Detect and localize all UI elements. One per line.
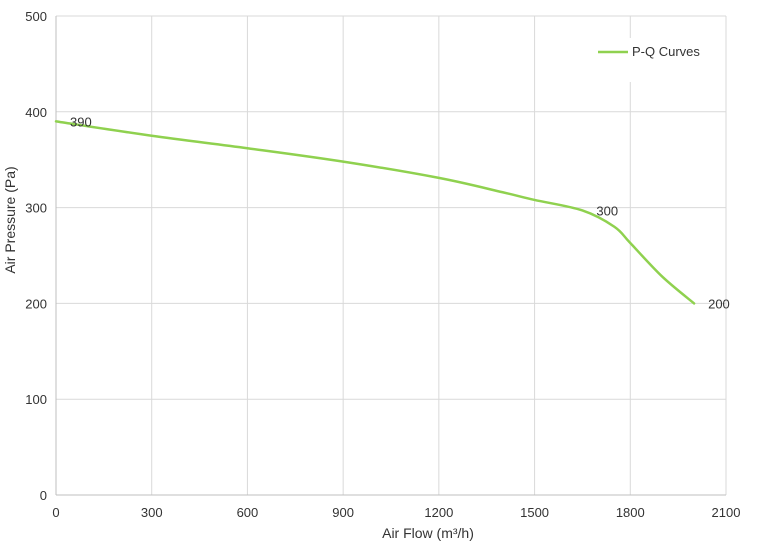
x-tick-label-2100: 2100 bbox=[712, 505, 741, 520]
y-tick-label-300: 300 bbox=[25, 201, 47, 216]
x-tick-label-1500: 1500 bbox=[520, 505, 549, 520]
y-axis-title: Air Pressure (Pa) bbox=[2, 166, 18, 273]
legend-label-pq-curves: P-Q Curves bbox=[632, 44, 700, 59]
y-tick-labels: 0 100 200 300 400 500 bbox=[25, 9, 47, 503]
y-tick-label-100: 100 bbox=[25, 392, 47, 407]
y-tick-label-0: 0 bbox=[40, 488, 47, 503]
data-label-2: 200 bbox=[708, 296, 730, 311]
data-label-1: 300 bbox=[596, 203, 618, 218]
series-layer bbox=[54, 120, 696, 305]
x-tick-label-0: 0 bbox=[52, 505, 59, 520]
y-tick-label-200: 200 bbox=[25, 296, 47, 311]
x-tick-label-300: 300 bbox=[141, 505, 163, 520]
y-tick-label-400: 400 bbox=[25, 105, 47, 120]
grid-lines bbox=[56, 15, 727, 495]
axes bbox=[55, 16, 726, 496]
legend-background bbox=[590, 38, 720, 82]
legend: P-Q Curves bbox=[590, 38, 720, 82]
x-tick-label-1200: 1200 bbox=[424, 505, 453, 520]
x-tick-labels: 0 300 600 900 1200 1500 1800 2100 bbox=[52, 505, 740, 520]
x-axis-title: Air Flow (m³/h) bbox=[382, 525, 474, 541]
y-tick-label-500: 500 bbox=[25, 9, 47, 24]
data-labels: 390 300 200 bbox=[70, 114, 730, 311]
data-label-0: 390 bbox=[70, 114, 92, 129]
x-tick-label-900: 900 bbox=[332, 505, 354, 520]
x-tick-label-1800: 1800 bbox=[616, 505, 645, 520]
x-tick-label-600: 600 bbox=[237, 505, 259, 520]
series-line-0 bbox=[54, 120, 696, 305]
